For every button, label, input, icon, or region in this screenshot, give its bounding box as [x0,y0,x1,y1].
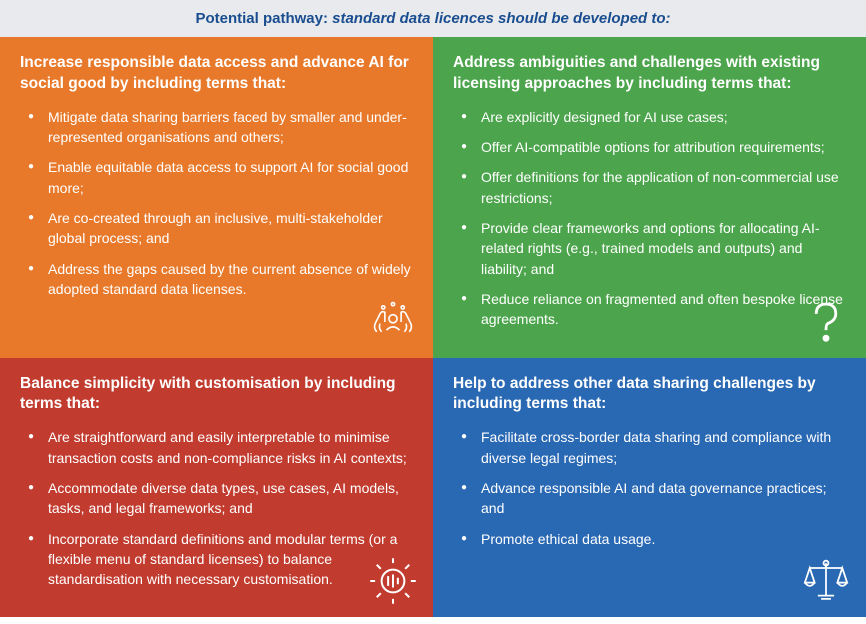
list-item: Address the gaps caused by the current a… [28,259,413,300]
question-icon [800,296,852,348]
list-item: Promote ethical data usage. [461,529,846,549]
hands-icon [367,296,419,348]
list-item: Facilitate cross-border data sharing and… [461,427,846,468]
quadrant-blue: Help to address other data sharing chall… [433,358,866,618]
header-banner: Potential pathway: standard data licence… [0,0,866,37]
quad3-list: Are straightforward and easily interpret… [20,427,413,589]
list-item: Offer definitions for the application of… [461,167,846,208]
quad4-list: Facilitate cross-border data sharing and… [453,427,846,548]
quadrant-grid: Increase responsible data access and adv… [0,37,866,617]
list-item: Are straightforward and easily interpret… [28,427,413,468]
list-item: Are explicitly designed for AI use cases… [461,107,846,127]
quad1-list: Mitigate data sharing barriers faced by … [20,107,413,299]
list-item: Advance responsible AI and data governan… [461,478,846,519]
quad2-heading: Address ambiguities and challenges with … [453,53,846,95]
quadrant-green: Address ambiguities and challenges with … [433,37,866,358]
quad2-list: Are explicitly designed for AI use cases… [453,107,846,330]
header-italic: standard data licences should be develop… [332,10,670,27]
quad3-heading: Balance simplicity with customisation by… [20,374,413,416]
gear-icon [367,555,419,607]
list-item: Mitigate data sharing barriers faced by … [28,107,413,148]
scales-icon [800,555,852,607]
list-item: Reduce reliance on fragmented and often … [461,289,846,330]
quadrant-red: Balance simplicity with customisation by… [0,358,433,618]
list-item: Provide clear frameworks and options for… [461,218,846,279]
list-item: Are co-created through an inclusive, mul… [28,208,413,249]
list-item: Offer AI-compatible options for attribut… [461,137,846,157]
list-item: Accommodate diverse data types, use case… [28,478,413,519]
list-item: Enable equitable data access to support … [28,157,413,198]
quad1-heading: Increase responsible data access and adv… [20,53,413,95]
header-prefix: Potential pathway: [195,10,332,27]
list-item: Incorporate standard definitions and mod… [28,529,413,590]
quadrant-orange: Increase responsible data access and adv… [0,37,433,358]
quad4-heading: Help to address other data sharing chall… [453,374,846,416]
